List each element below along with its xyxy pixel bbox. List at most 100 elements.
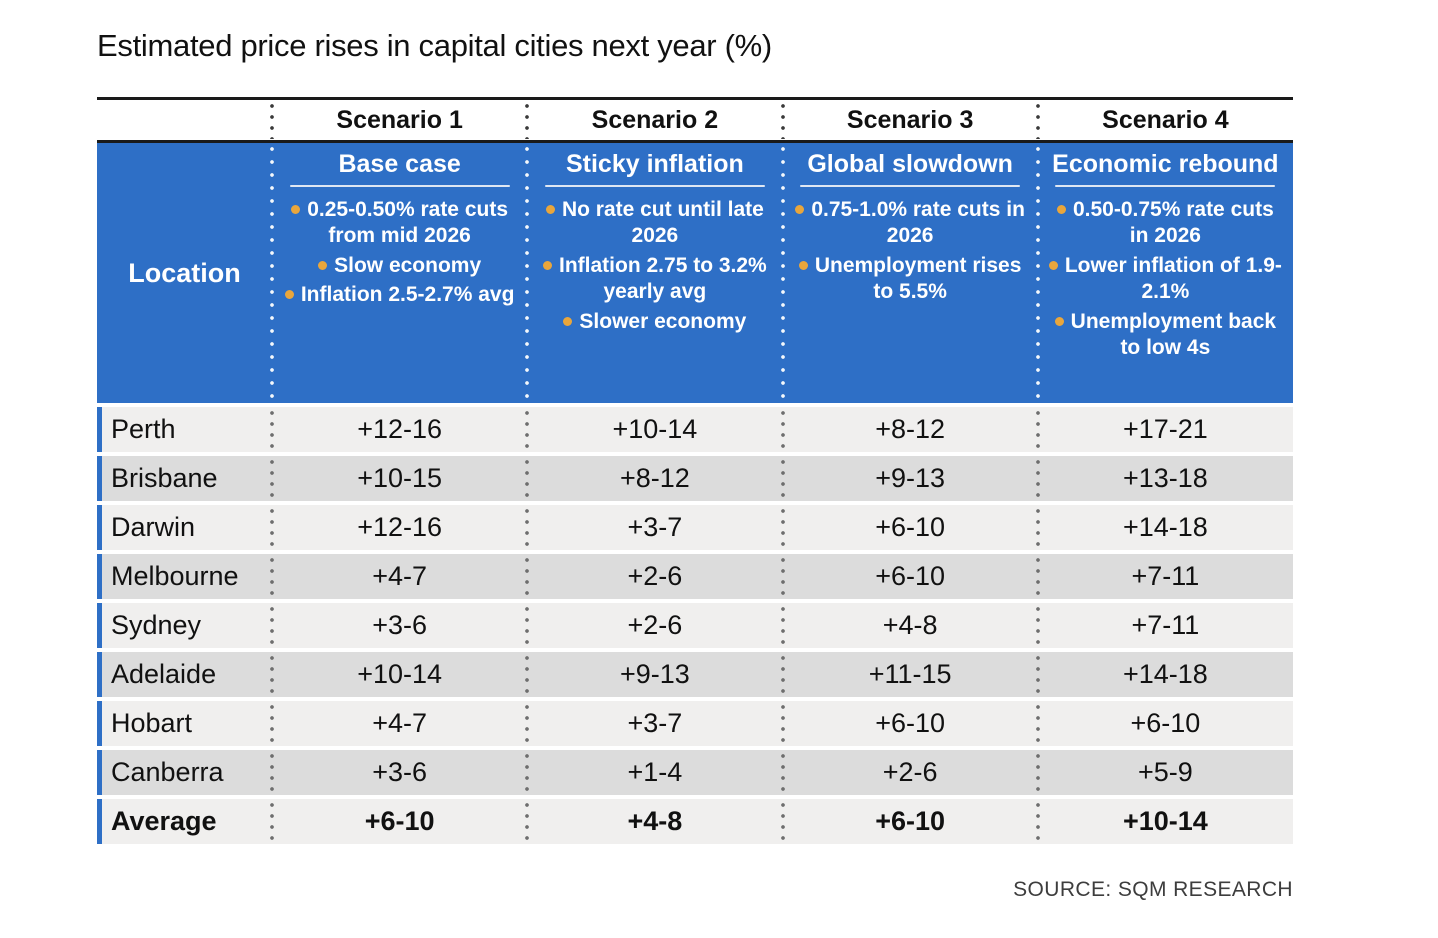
row-value: +4-7: [269, 554, 527, 599]
row-value: +3-6: [269, 750, 527, 795]
table-row: Sydney +3-6 +2-6 +4-8 +7-11: [97, 603, 1293, 648]
source-credit: SOURCE: SQM RESEARCH: [1013, 878, 1293, 901]
subtitle-underline: [289, 184, 510, 187]
assumption-text: Inflation 2.75 to 3.2% yearly avg: [559, 253, 767, 304]
bullet-icon: [563, 316, 573, 326]
subtitle-underline: [544, 184, 765, 187]
row-value: +2-6: [525, 603, 782, 648]
location-header: Location: [128, 257, 241, 288]
price-table: Scenario 1 Scenario 2 Scenario 3 Scenari…: [97, 97, 1293, 844]
scenario-subtitle: Economic rebound: [1052, 150, 1279, 178]
row-value: +7-11: [1035, 554, 1293, 599]
assumption-item: 0.75-1.0% rate cuts in 2026: [791, 197, 1030, 250]
row-value: +9-13: [780, 456, 1038, 501]
row-value: +6-10: [780, 554, 1038, 599]
assumption-item: Slow economy: [280, 253, 519, 279]
row-location: Sydney: [111, 610, 202, 640]
row-location: Melbourne: [111, 561, 239, 591]
bullet-icon: [318, 260, 328, 270]
table-row: Average +6-10 +4-8 +6-10 +10-14: [97, 799, 1293, 844]
row-value: +4-8: [525, 799, 782, 844]
row-value: +10-14: [525, 407, 782, 452]
assumption-item: Inflation 2.5-2.7% avg: [280, 282, 519, 308]
assumption-list: 0.50-0.75% rate cuts in 2026 Lower infla…: [1046, 197, 1285, 365]
table-row: Hobart +4-7 +3-7 +6-10 +6-10: [97, 701, 1293, 746]
assumption-text: 0.75-1.0% rate cuts in 2026: [811, 197, 1025, 248]
assumption-item: 0.50-0.75% rate cuts in 2026: [1046, 197, 1285, 250]
subtitle-underline: [800, 184, 1021, 187]
assumption-text: 0.25-0.50% rate cuts from mid 2026: [307, 197, 509, 248]
row-value: +12-16: [269, 505, 527, 550]
scenario-label: Scenario 4: [1035, 100, 1293, 140]
assumption-item: No rate cut until late 2026: [535, 197, 774, 250]
assumption-item: 0.25-0.50% rate cuts from mid 2026: [280, 197, 519, 250]
row-value: +6-10: [780, 799, 1038, 844]
row-value: +13-18: [1035, 456, 1293, 501]
assumption-item: Slower economy: [535, 309, 774, 335]
scenario-details-cell: Base case 0.25-0.50% rate cuts from mid …: [269, 143, 527, 403]
row-value: +3-7: [525, 505, 782, 550]
row-value: +6-10: [780, 701, 1038, 746]
assumption-text: No rate cut until late 2026: [561, 197, 764, 248]
scenario-details-band: Location Base case 0.25-0.50% rate cuts …: [97, 143, 1293, 403]
scenario-details-cell: Economic rebound 0.50-0.75% rate cuts in…: [1035, 143, 1293, 403]
row-value: +14-18: [1035, 652, 1293, 697]
assumption-item: Unemployment back to low 4s: [1046, 309, 1285, 362]
scenario-details-cell: Sticky inflation No rate cut until late …: [525, 143, 782, 403]
row-value: +4-7: [269, 701, 527, 746]
row-value: +14-18: [1035, 505, 1293, 550]
assumption-text: Inflation 2.5-2.7% avg: [300, 283, 515, 307]
scenario-details-cell: Global slowdown 0.75-1.0% rate cuts in 2…: [780, 143, 1038, 403]
bullet-icon: [798, 260, 808, 270]
row-value: +8-12: [780, 407, 1038, 452]
row-location: Average: [111, 806, 217, 836]
bullet-icon: [543, 260, 553, 270]
assumption-text: Slow economy: [334, 253, 482, 277]
assumption-item: Unemployment rises to 5.5%: [791, 253, 1030, 306]
row-value: +3-7: [525, 701, 782, 746]
row-value: +2-6: [780, 750, 1038, 795]
assumption-text: Unemployment rises to 5.5%: [814, 253, 1022, 304]
row-value: +10-14: [269, 652, 527, 697]
table-row: Adelaide +10-14 +9-13 +11-15 +14-18: [97, 652, 1293, 697]
assumption-list: 0.75-1.0% rate cuts in 2026 Unemployment…: [791, 197, 1030, 309]
subtitle-underline: [1055, 184, 1276, 187]
scenario-subtitle: Base case: [338, 150, 461, 178]
bullet-icon: [795, 204, 805, 214]
bullet-icon: [545, 204, 555, 214]
row-value: +17-21: [1035, 407, 1293, 452]
row-value: +10-15: [269, 456, 527, 501]
assumption-item: Inflation 2.75 to 3.2% yearly avg: [535, 253, 774, 306]
assumption-text: 0.50-0.75% rate cuts in 2026: [1072, 197, 1274, 248]
row-value: +4-8: [780, 603, 1038, 648]
table-row: Canberra +3-6 +1-4 +2-6 +5-9: [97, 750, 1293, 795]
row-value: +8-12: [525, 456, 782, 501]
row-location: Adelaide: [111, 659, 217, 689]
row-value: +12-16: [269, 407, 527, 452]
scenario-subtitle: Sticky inflation: [565, 150, 744, 178]
row-value: +11-15: [780, 652, 1038, 697]
bullet-icon: [1054, 316, 1064, 326]
scenario-label: Scenario 2: [525, 100, 782, 140]
row-value: +5-9: [1035, 750, 1293, 795]
row-location: Canberra: [111, 757, 224, 787]
row-value: +10-14: [1035, 799, 1293, 844]
scenario-label: Scenario 3: [780, 100, 1038, 140]
row-location: Darwin: [111, 512, 196, 542]
scenario-header-row: Scenario 1 Scenario 2 Scenario 3 Scenari…: [97, 97, 1293, 143]
row-location: Brisbane: [111, 463, 218, 493]
table-row: Melbourne +4-7 +2-6 +6-10 +7-11: [97, 554, 1293, 599]
scenario-label: Scenario 1: [269, 100, 527, 140]
bullet-icon: [1056, 204, 1066, 214]
row-value: +6-10: [269, 799, 527, 844]
table-row: Brisbane +10-15 +8-12 +9-13 +13-18: [97, 456, 1293, 501]
assumption-list: 0.25-0.50% rate cuts from mid 2026 Slow …: [280, 197, 519, 312]
table-row: Darwin +12-16 +3-7 +6-10 +14-18: [97, 505, 1293, 550]
row-location: Perth: [111, 414, 176, 444]
row-location: Hobart: [111, 708, 193, 738]
bullet-icon: [291, 204, 301, 214]
row-value: +3-6: [269, 603, 527, 648]
assumption-text: Lower inflation of 1.9-2.1%: [1064, 253, 1282, 304]
page-title: Estimated price rises in capital cities …: [97, 28, 772, 63]
assumption-text: Unemployment back to low 4s: [1070, 309, 1277, 360]
